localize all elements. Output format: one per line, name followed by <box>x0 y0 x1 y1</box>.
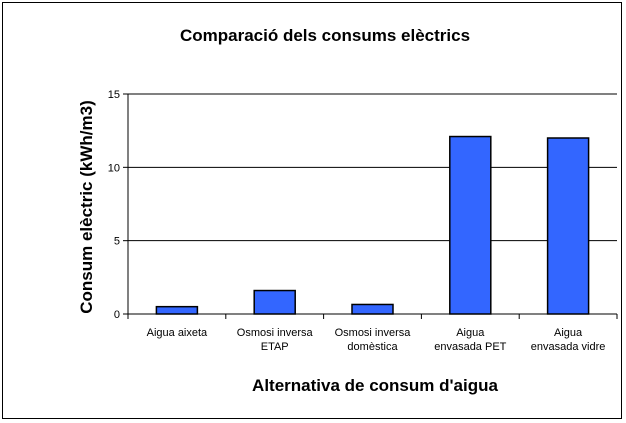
chart-title: Comparació dels consums elèctrics <box>180 26 470 45</box>
x-category-label-line: Aigua aixeta <box>147 327 208 339</box>
x-category-label-line: envasada vidre <box>531 341 606 353</box>
x-category-label-line: envasada PET <box>434 341 506 353</box>
x-category-label: Aigua envasada vidre <box>531 327 606 353</box>
axes-layer <box>123 93 618 319</box>
chart-frame: Comparació dels consums elèctrics 0 5 10 15… <box>2 2 622 419</box>
y-tick-label: 15 <box>108 89 120 101</box>
x-category-label-line: ETAP <box>261 341 289 353</box>
y-tick-label: 0 <box>114 309 120 321</box>
y-axis-title: Consum elèctric (kWh/m3) <box>77 100 96 314</box>
x-category-label-line: Aigua <box>456 327 485 339</box>
y-tick-labels: 0 5 10 15 <box>108 89 120 321</box>
x-category-label-line: Aigua <box>554 327 583 339</box>
grid-layer <box>128 93 617 242</box>
x-axis-title: Alternativa de consum d'aigua <box>252 376 498 395</box>
y-tick-label: 10 <box>108 162 120 174</box>
bar <box>351 303 394 315</box>
x-category-label-line: domèstica <box>347 341 398 353</box>
bar <box>546 137 590 315</box>
y-tick-label: 5 <box>114 236 120 248</box>
bar <box>449 135 492 315</box>
bar <box>253 289 296 315</box>
x-category-label-line: Osmosi inversa <box>237 327 314 339</box>
x-category-label: Aigua envasada PET <box>434 327 506 353</box>
x-category-label: Osmosi inversa domèstica <box>335 327 412 353</box>
x-category-label: Osmosi inversa ETAP <box>237 327 314 353</box>
bar-chart: Comparació dels consums elèctrics 0 5 10 15… <box>77 26 618 395</box>
x-category-label: Aigua aixeta <box>147 327 208 339</box>
x-category-label-line: Osmosi inversa <box>335 327 412 339</box>
bars-layer <box>155 135 590 315</box>
bar <box>155 305 199 315</box>
